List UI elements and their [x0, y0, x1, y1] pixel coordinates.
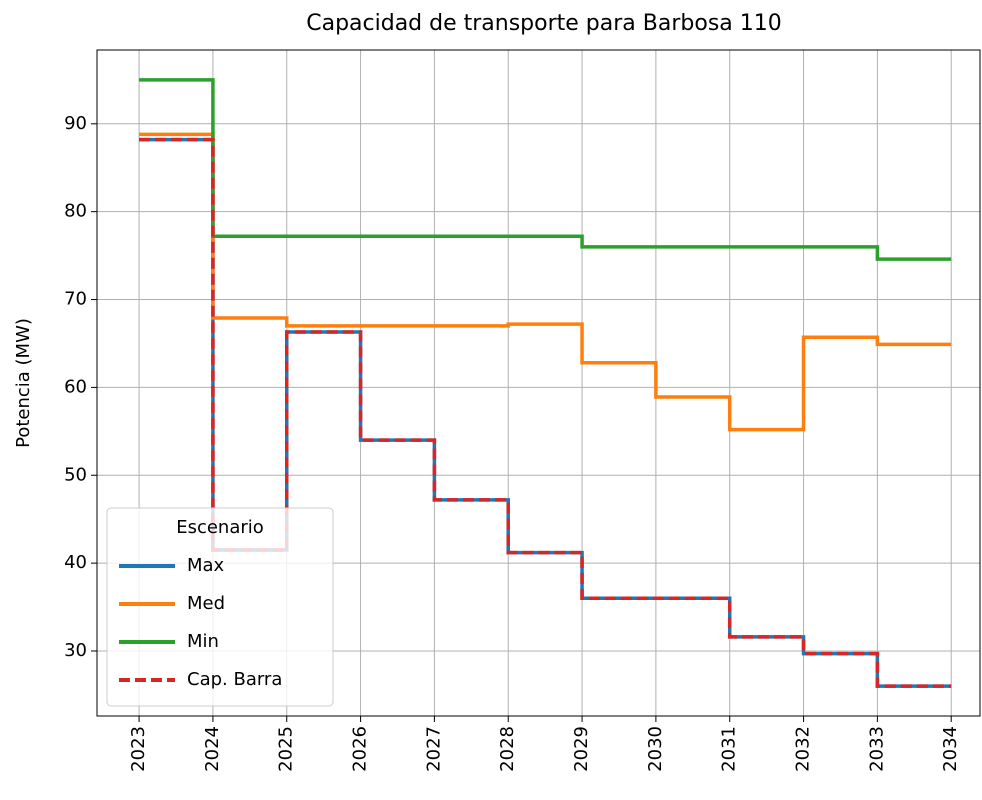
y-tick-label: 80 [64, 201, 87, 222]
y-tick-label: 70 [64, 289, 87, 310]
x-tick-label: 2024 [202, 726, 223, 772]
series-line [139, 132, 952, 432]
chart-title: Capacidad de transporte para Barbosa 110 [306, 11, 782, 36]
x-tick-label: 2025 [276, 726, 297, 772]
y-tick-label: 30 [64, 640, 87, 661]
series-line [139, 137, 952, 688]
x-tick-label: 2028 [497, 726, 518, 772]
series-line [139, 78, 952, 261]
plot-frame [96, 49, 981, 717]
legend-title: Escenario [176, 517, 264, 538]
x-tick-label: 2027 [423, 726, 444, 772]
x-tick-label: 2026 [350, 726, 371, 772]
y-tick-label: 90 [64, 113, 87, 134]
x-tick-label: 2034 [940, 726, 961, 772]
y-axis-label: Potencia (MW) [13, 318, 34, 448]
x-tick-label: 2033 [866, 726, 887, 772]
x-tick-label: 2030 [645, 726, 666, 772]
legend-label: Med [187, 593, 225, 614]
legend-label: Min [187, 631, 219, 652]
y-tick-label: 50 [64, 464, 87, 485]
legend: Escenario Max Med Min Cap. Barra [106, 507, 334, 707]
x-tick-label: 2023 [128, 726, 149, 772]
x-tick-label: 2031 [719, 726, 740, 772]
legend-label: Max [187, 555, 225, 576]
legend-box [106, 507, 334, 707]
x-tick-label: 2029 [571, 726, 592, 772]
y-tick-label: 60 [64, 376, 87, 397]
legend-label: Cap. Barra [187, 669, 282, 690]
y-tick-label: 40 [64, 552, 87, 573]
x-tick-label: 2032 [793, 726, 814, 772]
